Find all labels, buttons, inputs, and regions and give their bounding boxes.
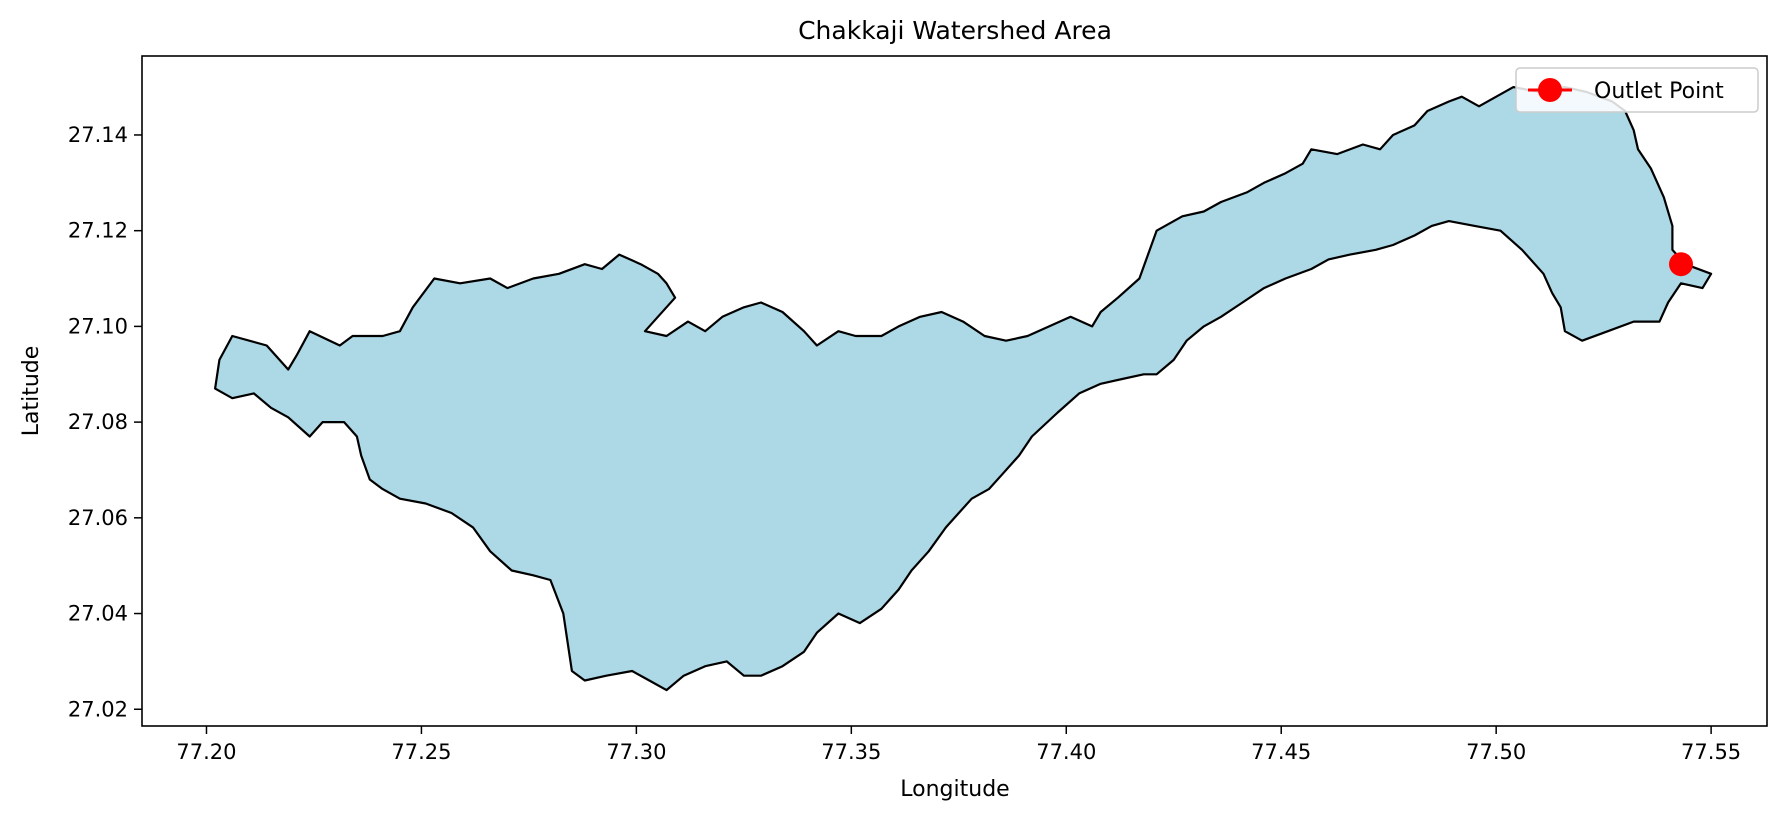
x-tick-label: 77.50 (1466, 740, 1526, 764)
y-axis-ticks: 27.02 27.04 27.06 27.08 27.10 27.12 27.14 (68, 123, 142, 721)
y-tick-label: 27.08 (68, 410, 128, 434)
y-tick-label: 27.14 (68, 123, 128, 147)
y-tick-label: 27.06 (68, 506, 128, 530)
x-axis-ticks: 77.20 77.25 77.30 77.35 77.40 77.45 77.50 77.55 (176, 726, 1741, 764)
plot-area (214, 86, 1713, 692)
x-tick-label: 77.45 (1251, 740, 1311, 764)
outlet-point-marker (1669, 252, 1693, 277)
x-tick-label: 77.35 (821, 740, 881, 764)
chart-title: Chakkaji Watershed Area (798, 16, 1112, 45)
watershed-polygon (214, 86, 1713, 692)
legend-label: Outlet Point (1594, 79, 1724, 104)
x-tick-label: 77.20 (176, 740, 236, 764)
legend: Outlet Point (1515, 67, 1759, 113)
y-tick-label: 27.12 (68, 219, 128, 243)
x-tick-label: 77.25 (391, 740, 451, 764)
y-tick-label: 27.02 (68, 697, 128, 721)
x-tick-label: 77.30 (606, 740, 666, 764)
x-axis-label: Longitude (900, 777, 1009, 802)
x-tick-label: 77.40 (1036, 740, 1096, 764)
y-axis-label: Latitude (19, 346, 44, 437)
y-tick-label: 27.04 (68, 602, 128, 626)
legend-marker (1538, 78, 1562, 102)
x-tick-label: 77.55 (1681, 740, 1741, 764)
y-tick-label: 27.10 (68, 314, 128, 338)
axes-frame (141, 55, 1768, 727)
legend-box (1515, 67, 1759, 113)
